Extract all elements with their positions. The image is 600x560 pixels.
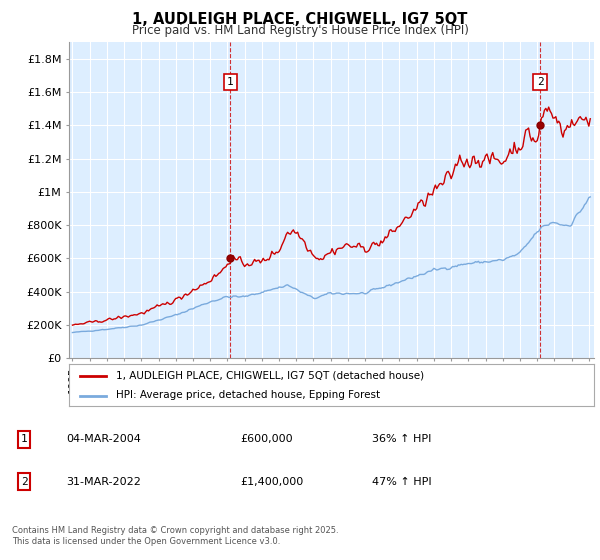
- Text: 1, AUDLEIGH PLACE, CHIGWELL, IG7 5QT (detached house): 1, AUDLEIGH PLACE, CHIGWELL, IG7 5QT (de…: [116, 371, 424, 381]
- Text: 1, AUDLEIGH PLACE, CHIGWELL, IG7 5QT: 1, AUDLEIGH PLACE, CHIGWELL, IG7 5QT: [133, 12, 467, 27]
- Text: £600,000: £600,000: [240, 435, 293, 445]
- Text: 1: 1: [227, 77, 233, 87]
- Text: £1,400,000: £1,400,000: [240, 477, 303, 487]
- Text: 2: 2: [20, 477, 28, 487]
- Text: Price paid vs. HM Land Registry's House Price Index (HPI): Price paid vs. HM Land Registry's House …: [131, 24, 469, 36]
- Text: Contains HM Land Registry data © Crown copyright and database right 2025.
This d: Contains HM Land Registry data © Crown c…: [12, 526, 338, 546]
- Text: 1: 1: [20, 435, 28, 445]
- Text: HPI: Average price, detached house, Epping Forest: HPI: Average price, detached house, Eppi…: [116, 390, 380, 400]
- Text: 2: 2: [537, 77, 544, 87]
- Text: 36% ↑ HPI: 36% ↑ HPI: [372, 435, 431, 445]
- Text: 31-MAR-2022: 31-MAR-2022: [66, 477, 141, 487]
- Text: 47% ↑ HPI: 47% ↑ HPI: [372, 477, 431, 487]
- Text: 04-MAR-2004: 04-MAR-2004: [66, 435, 141, 445]
